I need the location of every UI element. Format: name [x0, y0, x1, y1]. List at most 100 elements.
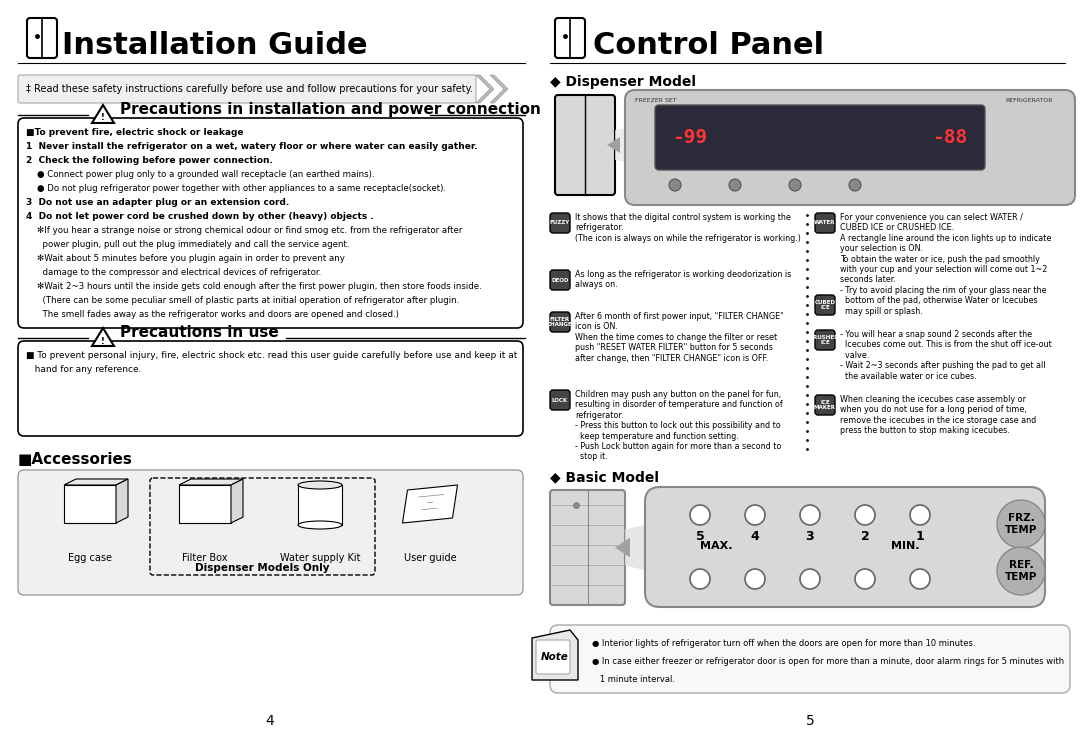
FancyBboxPatch shape — [654, 105, 985, 170]
Text: 5: 5 — [696, 530, 704, 543]
Text: FILTER
CHANGE: FILTER CHANGE — [548, 316, 572, 327]
Text: WATER: WATER — [814, 220, 836, 225]
FancyBboxPatch shape — [536, 640, 570, 674]
Polygon shape — [625, 516, 685, 579]
Text: REF.
TEMP: REF. TEMP — [1004, 560, 1037, 582]
Text: ● Do not plug refrigerator power together with other appliances to a same recept: ● Do not plug refrigerator power togethe… — [26, 184, 446, 193]
Text: ◆ Basic Model: ◆ Basic Model — [550, 470, 659, 484]
Text: As long as the refrigerator is working deodorization is
always on.: As long as the refrigerator is working d… — [575, 270, 792, 290]
Circle shape — [800, 569, 820, 589]
Text: ■Accessories: ■Accessories — [18, 452, 133, 467]
Polygon shape — [64, 485, 116, 523]
FancyBboxPatch shape — [27, 18, 57, 58]
Polygon shape — [615, 120, 675, 170]
Polygon shape — [92, 105, 114, 123]
Text: Water supply Kit: Water supply Kit — [280, 553, 361, 563]
Text: 4: 4 — [266, 714, 274, 728]
Text: It shows that the digital control system is working the
refrigerator.
(The icon : It shows that the digital control system… — [575, 213, 801, 243]
Circle shape — [855, 569, 875, 589]
Text: -99: -99 — [673, 128, 707, 147]
Polygon shape — [116, 479, 129, 523]
Text: Filter Box: Filter Box — [183, 553, 228, 563]
Polygon shape — [532, 630, 578, 680]
Polygon shape — [179, 479, 243, 485]
Text: For your convenience you can select WATER /
CUBED ICE or CRUSHED ICE.
A rectangl: For your convenience you can select WATE… — [840, 213, 1051, 316]
Circle shape — [997, 500, 1045, 548]
Text: MIN.: MIN. — [891, 541, 920, 551]
Polygon shape — [64, 479, 129, 485]
Text: When cleaning the icecubes case assembly or
when you do not use for a long perio: When cleaning the icecubes case assembly… — [840, 395, 1036, 435]
Text: CRUSHED
ICE: CRUSHED ICE — [810, 335, 840, 345]
Text: 1  Never install the refrigerator on a wet, watery floor or where water can easi: 1 Never install the refrigerator on a we… — [26, 142, 477, 151]
Text: User guide: User guide — [404, 553, 457, 563]
FancyBboxPatch shape — [18, 75, 476, 103]
FancyBboxPatch shape — [555, 18, 585, 58]
Text: ■ To prevent personal injury, fire, electric shock etc. read this user guide car: ■ To prevent personal injury, fire, elec… — [26, 351, 517, 360]
FancyBboxPatch shape — [550, 490, 625, 605]
Text: DEOD: DEOD — [551, 278, 569, 282]
FancyBboxPatch shape — [550, 312, 570, 332]
Text: ✻Wait 2~3 hours until the inside gets cold enough after the first power plugin, : ✻Wait 2~3 hours until the inside gets co… — [26, 282, 482, 291]
Text: MAX.: MAX. — [700, 541, 732, 551]
Circle shape — [789, 179, 801, 191]
Circle shape — [690, 505, 710, 525]
FancyBboxPatch shape — [815, 295, 835, 315]
Polygon shape — [476, 75, 494, 103]
Text: 2: 2 — [861, 530, 869, 543]
Text: ● In case either freezer or refrigerator door is open for more than a minute, do: ● In case either freezer or refrigerator… — [592, 657, 1064, 666]
Polygon shape — [615, 537, 630, 557]
FancyBboxPatch shape — [18, 470, 523, 595]
Text: ICE
MAKER: ICE MAKER — [814, 400, 836, 410]
Polygon shape — [607, 137, 620, 153]
Text: 5: 5 — [806, 714, 814, 728]
Text: 4: 4 — [751, 530, 759, 543]
Text: 4  Do not let power cord be crushed down by other (heavy) objects .: 4 Do not let power cord be crushed down … — [26, 212, 374, 221]
FancyBboxPatch shape — [550, 390, 570, 410]
Text: Dispenser Models Only: Dispenser Models Only — [195, 563, 329, 573]
Text: power plugin, pull out the plug immediately and call the service agent.: power plugin, pull out the plug immediat… — [26, 240, 350, 249]
Text: Precautions in use: Precautions in use — [120, 325, 279, 340]
Text: Precautions in installation and power connection: Precautions in installation and power co… — [120, 102, 541, 117]
Text: damage to the compressor and electrical devices of refrigerator.: damage to the compressor and electrical … — [26, 268, 321, 277]
Text: FRZ.
TEMP: FRZ. TEMP — [1004, 513, 1037, 535]
Polygon shape — [403, 485, 458, 523]
Text: !: ! — [102, 114, 105, 123]
Text: FUZZY: FUZZY — [550, 220, 570, 225]
Text: -88: -88 — [932, 128, 968, 147]
Text: 1: 1 — [916, 530, 924, 543]
Circle shape — [997, 547, 1045, 595]
Text: ● Interior lights of refrigerator turn off when the doors are open for more than: ● Interior lights of refrigerator turn o… — [592, 639, 975, 648]
Circle shape — [745, 569, 765, 589]
Circle shape — [910, 569, 930, 589]
Circle shape — [669, 179, 681, 191]
FancyBboxPatch shape — [18, 118, 523, 328]
FancyBboxPatch shape — [555, 95, 615, 195]
Polygon shape — [179, 485, 231, 523]
Text: ✻If you hear a strange noise or strong chemical odour or find smog etc. from the: ✻If you hear a strange noise or strong c… — [26, 226, 462, 235]
Text: After 6 month of first power input, "FILTER CHANGE"
icon is ON.
When the time co: After 6 month of first power input, "FIL… — [575, 312, 784, 363]
Text: ● Connect power plug only to a grounded wall receptacle (an earthed mains).: ● Connect power plug only to a grounded … — [26, 170, 375, 179]
Text: CUBED
ICE: CUBED ICE — [814, 299, 836, 310]
Polygon shape — [231, 479, 243, 523]
Text: 2  Check the following before power connection.: 2 Check the following before power conne… — [26, 156, 273, 165]
Text: !: ! — [102, 336, 105, 346]
Bar — [298, 485, 342, 525]
Text: Egg case: Egg case — [68, 553, 112, 563]
Text: LOCK: LOCK — [552, 398, 568, 403]
FancyBboxPatch shape — [815, 213, 835, 233]
Text: hand for any reference.: hand for any reference. — [26, 365, 141, 374]
Text: 3  Do not use an adapter plug or an extension cord.: 3 Do not use an adapter plug or an exten… — [26, 198, 289, 207]
FancyBboxPatch shape — [550, 270, 570, 290]
FancyBboxPatch shape — [815, 330, 835, 350]
Text: ✻Wait about 5 minutes before you plugin again in order to prevent any: ✻Wait about 5 minutes before you plugin … — [26, 254, 345, 263]
FancyBboxPatch shape — [645, 487, 1045, 607]
Circle shape — [745, 505, 765, 525]
Polygon shape — [490, 75, 508, 103]
Circle shape — [690, 569, 710, 589]
Text: Note: Note — [541, 652, 569, 662]
FancyBboxPatch shape — [625, 90, 1075, 205]
FancyBboxPatch shape — [550, 625, 1070, 693]
Text: ■To prevent fire, electric shock or leakage: ■To prevent fire, electric shock or leak… — [26, 128, 243, 137]
Text: - You will hear a snap sound 2 seconds after the
  Icecubes come out. This is fr: - You will hear a snap sound 2 seconds a… — [840, 330, 1052, 381]
Text: The smell fades away as the refrigerator works and doors are opened and closed.): The smell fades away as the refrigerator… — [26, 310, 399, 319]
